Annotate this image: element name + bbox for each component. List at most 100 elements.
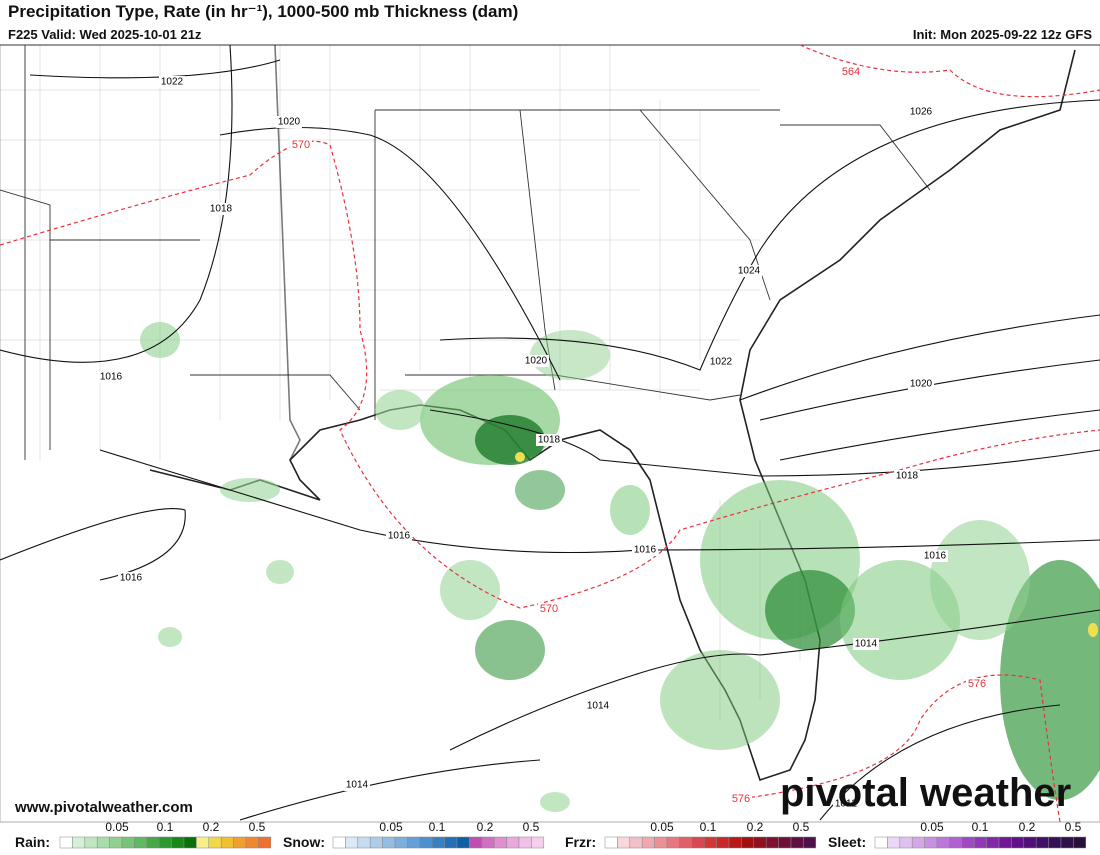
- legend-swatch: [531, 836, 545, 849]
- legend-tick: 0.5: [1065, 820, 1082, 834]
- isobar-label: 1018: [210, 204, 233, 215]
- website: www.pivotalweather.com: [14, 799, 193, 816]
- legend-swatch: [691, 836, 705, 849]
- init-time: Init: Mon 2025-09-22 12z GFS: [913, 27, 1092, 42]
- label-bg: [840, 66, 862, 78]
- legend-swatch: [258, 836, 272, 849]
- legend-tick: 0.1: [700, 820, 717, 834]
- label-bg: [98, 371, 124, 383]
- legend-swatch: [407, 836, 421, 849]
- isobar-label: 1022: [710, 357, 733, 368]
- label-bg: [386, 530, 412, 542]
- label-bg: [736, 265, 762, 277]
- legend-swatch: [196, 836, 210, 849]
- label-bg: [344, 779, 370, 791]
- label-bg: [523, 355, 549, 367]
- legend-swatch: [109, 836, 123, 849]
- legend-swatch: [171, 836, 185, 849]
- isobar-label: 1016: [388, 531, 411, 542]
- label-bg: [632, 544, 658, 556]
- legend-swatch: [1060, 836, 1074, 849]
- legend-tick: 0.1: [429, 820, 446, 834]
- legend-swatch: [604, 836, 618, 849]
- isobar-label: 1018: [538, 435, 561, 446]
- thickness-label: 576: [732, 793, 750, 805]
- legend-swatch: [332, 836, 346, 849]
- legend-swatch: [444, 836, 458, 849]
- label-bg: [276, 116, 302, 128]
- legend-swatch: [679, 836, 693, 849]
- label-bg: [894, 470, 920, 482]
- legend-swatch: [998, 836, 1012, 849]
- legend-swatch: [59, 836, 73, 849]
- legend-swatch: [899, 836, 913, 849]
- legend-swatch: [641, 836, 655, 849]
- isobar-label: 1020: [525, 356, 548, 367]
- isobar-label: 1022: [161, 77, 184, 88]
- legend-label: Frzr:: [565, 834, 596, 850]
- isobar-label: 1016: [634, 545, 657, 556]
- legend-swatch: [874, 836, 888, 849]
- isobar-label: 1016: [100, 372, 123, 383]
- legend-tick: 0.1: [157, 820, 174, 834]
- legend-swatch: [481, 836, 495, 849]
- thickness-label: 570: [540, 603, 558, 615]
- logo: pivotal weather: [780, 771, 1071, 815]
- isobar-label: 1014: [587, 701, 610, 712]
- label-bg: [585, 700, 611, 712]
- legend-swatch: [961, 836, 975, 849]
- legend-label: Snow:: [283, 834, 325, 850]
- legend-swatch: [357, 836, 371, 849]
- legend-swatch: [986, 836, 1000, 849]
- label-bg: [708, 356, 734, 368]
- legend-swatch: [973, 836, 987, 849]
- legend-swatch: [741, 836, 755, 849]
- legend-tick: 0.2: [747, 820, 764, 834]
- legend-swatch: [345, 836, 359, 849]
- legend-swatch: [728, 836, 742, 849]
- legend-swatch: [183, 836, 197, 849]
- legend-swatch: [518, 836, 532, 849]
- label-bg: [908, 106, 934, 118]
- legend-swatch: [493, 836, 507, 849]
- legend-swatch: [803, 836, 817, 849]
- legend-swatch: [394, 836, 408, 849]
- legend-swatch: [949, 836, 963, 849]
- legend-swatch: [419, 836, 433, 849]
- isobar-label: 1016: [120, 573, 143, 584]
- legend-swatch: [431, 836, 445, 849]
- isobar-label: 1018: [896, 471, 919, 482]
- legend-swatch: [72, 836, 86, 849]
- legend-swatch: [134, 836, 148, 849]
- legend-swatch: [936, 836, 950, 849]
- legend-swatch: [887, 836, 901, 849]
- legend-swatch: [469, 836, 483, 849]
- coastline: [149, 44, 1076, 782]
- legend-swatch: [1011, 836, 1025, 849]
- legend-tick: 0.2: [477, 820, 494, 834]
- legend-label: Sleet:: [828, 834, 866, 850]
- isobar-label: 1014: [855, 639, 878, 650]
- legend-tick: 0.1: [972, 820, 989, 834]
- label-bg: [730, 793, 752, 805]
- legend-swatch: [924, 836, 938, 849]
- legend-label: Rain:: [15, 834, 50, 850]
- legend-swatch: [716, 836, 730, 849]
- legend-swatch: [654, 836, 668, 849]
- thickness-label: 576: [968, 678, 986, 690]
- label-bg: [853, 638, 879, 650]
- legend-tick: 0.2: [1019, 820, 1036, 834]
- isobar-label: 1012: [835, 799, 858, 810]
- legend-swatch: [456, 836, 470, 849]
- legend-swatch: [220, 836, 234, 849]
- valid-time: F225 Valid: Wed 2025-10-01 21z: [8, 27, 202, 42]
- isobar-label: 1026: [910, 107, 933, 118]
- legend-swatch: [84, 836, 98, 849]
- legend-swatch: [121, 836, 135, 849]
- legend-swatch: [790, 836, 804, 849]
- isobars: [0, 44, 1100, 821]
- legend: Rain: 0.05 0.1 0.2 0.5 Snow: 0.05 0.1 0.2 0.5 Frzr…: [15, 820, 1087, 850]
- title: Precipitation Type, Rate (in hr⁻¹), 1000…: [8, 2, 518, 21]
- legend-swatch: [666, 836, 680, 849]
